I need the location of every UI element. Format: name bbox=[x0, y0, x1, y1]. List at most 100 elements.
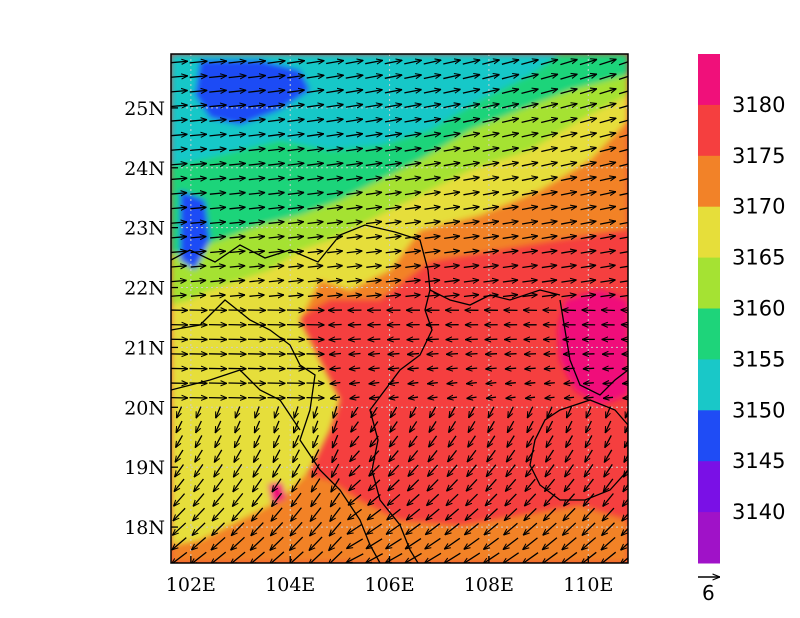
wind-vector bbox=[541, 162, 557, 166]
wind-vector bbox=[348, 339, 361, 340]
wind-vector bbox=[270, 522, 284, 535]
wind-vector bbox=[405, 265, 420, 267]
wind-vector bbox=[190, 280, 206, 281]
wind-vector bbox=[294, 406, 298, 418]
wind-vector bbox=[446, 354, 459, 355]
wind-vector bbox=[387, 508, 401, 520]
wind-vector bbox=[209, 120, 226, 122]
wind-vector bbox=[443, 192, 460, 195]
wind-vector bbox=[605, 406, 611, 419]
wind-vector bbox=[268, 149, 285, 151]
wind-vector bbox=[346, 280, 362, 282]
wind-vector bbox=[171, 90, 187, 91]
wind-vector bbox=[582, 507, 596, 521]
wind-vector bbox=[365, 192, 382, 194]
wind-vector bbox=[404, 221, 421, 223]
wind-vector bbox=[306, 75, 325, 78]
wind-vector bbox=[192, 522, 206, 536]
wind-vector bbox=[173, 493, 186, 507]
wind-vector bbox=[424, 177, 440, 180]
lat-tick-label: 23N bbox=[124, 218, 165, 240]
wind-vector bbox=[273, 420, 280, 433]
wind-vector bbox=[424, 265, 440, 267]
wind-vector bbox=[406, 523, 421, 535]
wind-vector bbox=[306, 119, 324, 121]
wind-vector bbox=[424, 192, 440, 195]
wind-vector bbox=[599, 59, 616, 66]
wind-vector bbox=[350, 397, 360, 399]
wind-vector bbox=[584, 464, 594, 477]
wind-vector bbox=[541, 251, 557, 253]
wind-vector bbox=[545, 449, 555, 462]
wind-vector bbox=[306, 61, 325, 64]
wind-vector bbox=[482, 89, 499, 94]
colorbar-swatch bbox=[698, 308, 720, 360]
wind-vector bbox=[524, 368, 536, 369]
wind-vector bbox=[405, 251, 421, 253]
wind-vector bbox=[561, 295, 576, 297]
wind-vector bbox=[287, 119, 304, 121]
wind-vector bbox=[346, 251, 363, 253]
wind-vector bbox=[488, 406, 495, 418]
wind-vector bbox=[332, 449, 339, 463]
wind-vector bbox=[404, 192, 421, 195]
wind-vector bbox=[365, 119, 383, 122]
wind-vector bbox=[444, 295, 459, 297]
wind-vector bbox=[209, 149, 227, 151]
wind-vector bbox=[483, 537, 500, 549]
wind-vector bbox=[603, 383, 614, 384]
wind-vector bbox=[541, 206, 558, 209]
wind-vector bbox=[484, 522, 499, 535]
wind-vector bbox=[408, 397, 419, 398]
wind-vector bbox=[404, 133, 422, 136]
colorbar-label: 3165 bbox=[732, 246, 785, 270]
wind-vector bbox=[252, 492, 263, 506]
wind-vector bbox=[385, 192, 401, 194]
wind-vector bbox=[463, 192, 479, 195]
wind-vector bbox=[365, 75, 382, 78]
wind-vector bbox=[521, 162, 538, 165]
wind-vector bbox=[309, 521, 322, 536]
wind-vector bbox=[466, 397, 477, 398]
wind-vector bbox=[522, 221, 538, 224]
wind-vector bbox=[193, 493, 205, 507]
wind-vector bbox=[582, 310, 596, 311]
wind-vector bbox=[483, 251, 499, 253]
wind-vector bbox=[345, 60, 364, 63]
wind-vector bbox=[209, 178, 226, 180]
wind-vector bbox=[228, 119, 246, 121]
wind-vector bbox=[466, 478, 478, 491]
wind-vector bbox=[502, 295, 518, 297]
wind-vector bbox=[562, 537, 577, 550]
wind-vector bbox=[543, 507, 557, 520]
wind-vector bbox=[506, 449, 516, 462]
wind-vector bbox=[255, 406, 259, 418]
lon-tick-label: 106E bbox=[364, 574, 414, 596]
wind-vector bbox=[546, 435, 554, 448]
wind-vector bbox=[248, 119, 265, 121]
wind-vector bbox=[599, 103, 617, 109]
wind-vector bbox=[288, 295, 303, 296]
wind-vector bbox=[443, 148, 461, 151]
wind-vector bbox=[189, 134, 207, 136]
wind-vector bbox=[347, 508, 362, 519]
wind-vector bbox=[368, 494, 381, 506]
wind-vector bbox=[527, 406, 534, 418]
wind-vector bbox=[501, 89, 519, 94]
wind-vector bbox=[428, 450, 438, 462]
wind-vector bbox=[273, 449, 281, 463]
wind-vector bbox=[385, 265, 401, 267]
wind-vector bbox=[229, 236, 246, 238]
wind-vector bbox=[405, 538, 422, 549]
wind-vector bbox=[365, 163, 383, 166]
wind-vector bbox=[429, 421, 437, 432]
wind-vector bbox=[501, 60, 519, 65]
wind-vector bbox=[190, 251, 207, 252]
wind-vector bbox=[521, 74, 538, 80]
wind-vector bbox=[527, 420, 534, 433]
wind-vector bbox=[563, 493, 576, 507]
wind-vector bbox=[583, 493, 595, 507]
longitude-axis: 102E 104E 106E 108E 110E bbox=[166, 556, 613, 596]
wind-vector bbox=[194, 464, 204, 477]
wind-vector bbox=[189, 120, 207, 122]
